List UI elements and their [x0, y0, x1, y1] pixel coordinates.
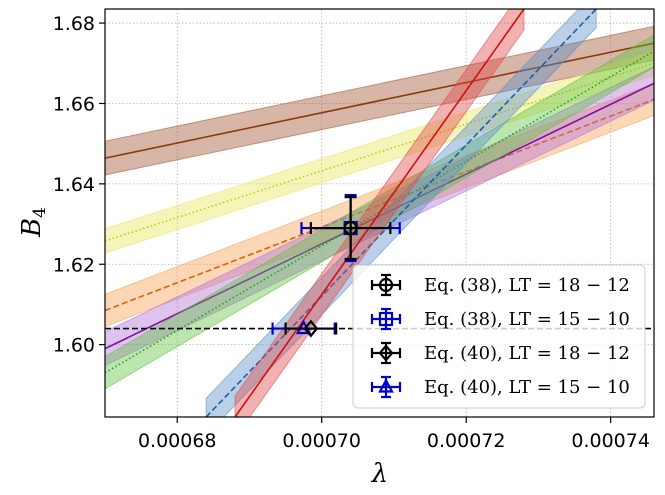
y-axis-label: B4 [17, 207, 50, 238]
data-point-diamond [303, 319, 319, 338]
legend-marker-square [378, 311, 394, 327]
legend-frame [352, 264, 646, 409]
legend-marker-circle [378, 277, 394, 293]
band-yellow-fit-line [105, 62, 654, 242]
data-point-errorbar [284, 322, 338, 335]
data-point-circle [343, 220, 358, 236]
band-orange-fit-line [105, 98, 654, 312]
legend-marker-triangle [378, 378, 394, 393]
legend-label: Eq. (40), LT = 15 − 10 [424, 377, 630, 398]
grid-lines [105, 9, 654, 417]
y-tick-label: 1.66 [53, 93, 95, 115]
legend-errorbar-symbol [370, 307, 402, 331]
band-purple-fit-line [105, 82, 654, 350]
fit-bands [105, 9, 654, 417]
y-tick-label: 1.64 [53, 174, 95, 196]
legend-label: Eq. (38), LT = 18 − 12 [424, 275, 630, 296]
legend-label: Eq. (38), LT = 15 − 10 [424, 309, 630, 330]
y-tick-label: 1.68 [53, 13, 95, 35]
y-axis-label-subscript: 4 [30, 207, 50, 218]
y-tick-label: 1.62 [53, 254, 95, 276]
legend-label: Eq. (40), LT = 18 − 12 [424, 343, 630, 364]
band-red-fit-line [234, 9, 525, 417]
x-tick-label: 0.00070 [282, 430, 361, 452]
legend: Eq. (38), LT = 18 − 12 Eq. (38), LT = 15 … [352, 264, 646, 409]
x-tick-label: 0.00074 [571, 430, 650, 452]
y-tick-label: 1.60 [53, 335, 95, 357]
x-tick-label: 0.00068 [138, 430, 217, 452]
x-axis-label: λ [371, 459, 388, 489]
x-tick-label: 0.00072 [427, 430, 506, 452]
band-blue-fit-line [205, 9, 597, 417]
legend-errorbar-symbol [370, 375, 402, 399]
legend-entries: Eq. (38), LT = 18 − 12 Eq. (38), LT = 15 … [370, 273, 630, 399]
plot-frame [104, 8, 655, 418]
axis-ticks: 0.00068 0.00070 0.00072 0.00074 1.60 1.62 1.64… [53, 13, 650, 452]
y-axis-label-main: B [17, 218, 47, 238]
legend-marker-diamond [378, 344, 394, 362]
data-point-errorbar [309, 196, 392, 261]
data-points [271, 194, 401, 338]
